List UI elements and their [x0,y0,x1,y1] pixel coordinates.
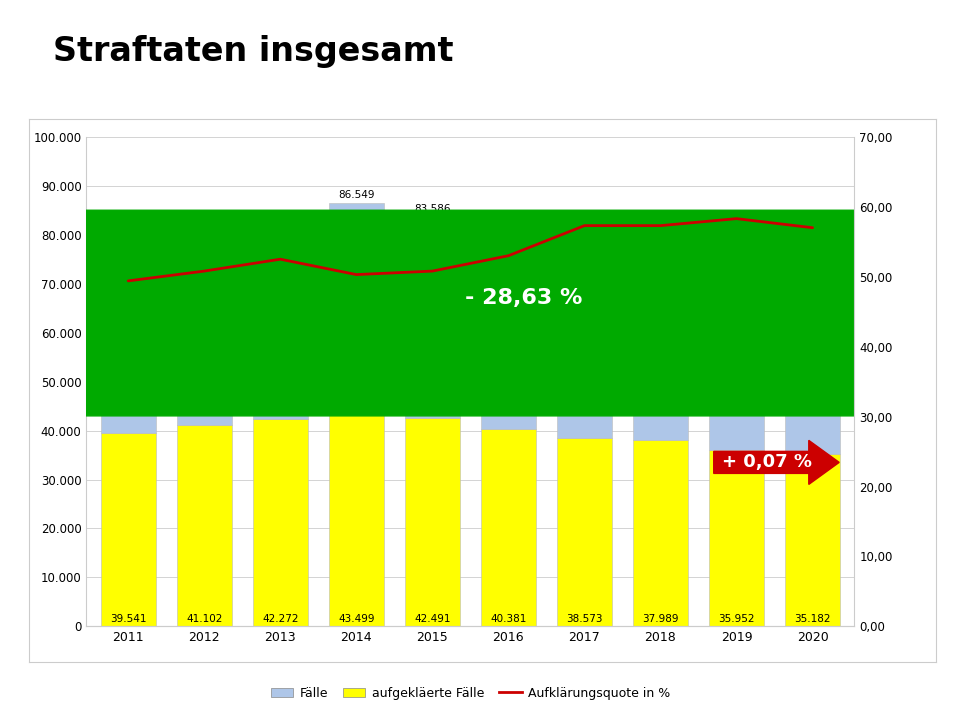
Text: 35.182: 35.182 [794,614,830,624]
Text: 76.259: 76.259 [491,240,527,250]
Bar [481,253,536,428]
Text: 66.327: 66.327 [642,289,679,299]
Text: 80.540: 80.540 [262,219,299,229]
Bar [101,234,156,433]
Text: 40.381: 40.381 [491,614,527,624]
Bar [252,232,307,420]
Bar [101,433,156,626]
Bar [252,420,307,626]
Bar [634,441,688,626]
Text: 39.541: 39.541 [110,614,147,624]
Text: 37.989: 37.989 [642,614,679,624]
Bar [785,454,840,626]
Text: 38.573: 38.573 [566,614,603,624]
Bar [785,324,840,454]
Bar [177,230,231,426]
Text: 83.586: 83.586 [414,204,450,215]
Text: 42.272: 42.272 [262,614,299,624]
Text: 80.086: 80.086 [110,221,146,231]
Bar [634,302,688,441]
Text: 43.499: 43.499 [338,614,374,624]
Text: 42.491: 42.491 [414,614,450,624]
Polygon shape [0,210,960,416]
Polygon shape [713,441,839,485]
Bar [329,202,384,413]
Text: - 28,63 %: - 28,63 % [465,289,583,308]
Bar [557,438,612,626]
Text: 61.769: 61.769 [794,311,830,321]
Bar [405,217,460,418]
Text: 61.727: 61.727 [718,311,755,321]
Text: 80.851: 80.851 [186,217,223,228]
Bar [177,426,231,626]
Text: Straftaten insgesamt: Straftaten insgesamt [53,35,453,68]
Bar [557,297,612,438]
Bar [709,324,764,451]
Text: 67.291: 67.291 [566,284,603,294]
Text: 35.952: 35.952 [718,614,755,624]
Text: 86.549: 86.549 [338,189,374,199]
Bar [481,428,536,626]
Legend: Fälle, aufgekläerte Fälle, Aufklärungsquote in %: Fälle, aufgekläerte Fälle, Aufklärungsqu… [266,682,675,705]
Bar [405,418,460,626]
Text: 41.102: 41.102 [186,614,223,624]
Bar [709,451,764,626]
Text: + 0,07 %: + 0,07 % [722,454,812,472]
Bar [329,413,384,626]
